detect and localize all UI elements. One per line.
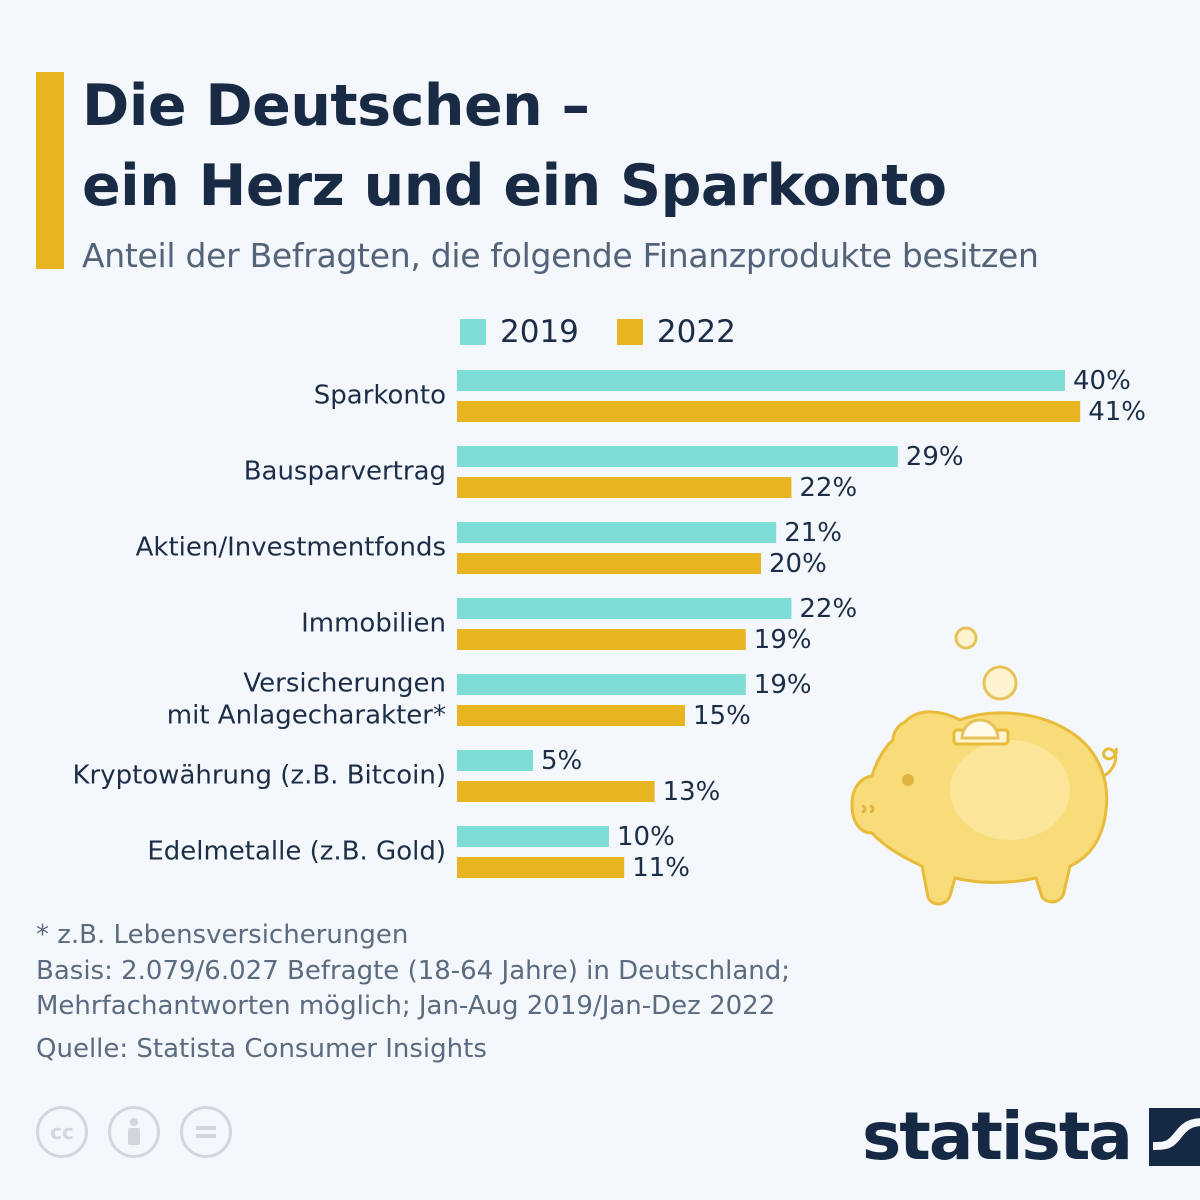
data-label-2019: 10% — [617, 822, 675, 852]
bar-2022 — [457, 781, 655, 802]
piggy-tail — [1102, 747, 1118, 778]
data-label-2019: 29% — [906, 442, 964, 472]
bar-2019 — [457, 446, 898, 467]
bar-2022 — [457, 705, 685, 726]
bar-2019 — [457, 370, 1065, 391]
legend-item-2019: 2019 — [460, 314, 579, 350]
piggy-bank-illustration — [850, 626, 1118, 906]
statista-logo[interactable]: statista — [862, 1098, 1200, 1175]
coin-medium — [982, 665, 1018, 701]
legend-label-2022: 2022 — [656, 314, 736, 350]
category-label: Versicherungen — [243, 669, 446, 699]
legend-swatch-2022 — [616, 319, 643, 345]
bar-2019 — [457, 522, 777, 543]
data-label-2019: 21% — [784, 518, 842, 548]
piggy-eye — [902, 774, 914, 786]
data-label-2022: 15% — [693, 701, 751, 731]
person-icon — [128, 1118, 140, 1145]
basis-line-1: Basis: 2.079/6.027 Befragte (18-64 Jahre… — [36, 956, 790, 986]
data-label-2022: 20% — [769, 549, 827, 579]
equals-icon — [196, 1126, 216, 1138]
bar-2019 — [457, 674, 746, 695]
data-label-2022: 13% — [663, 777, 721, 807]
category-label: Edelmetalle (z.B. Gold) — [147, 837, 446, 867]
creative-commons-icon[interactable]: cc — [36, 1106, 88, 1158]
license-icons: cc — [36, 1106, 252, 1158]
title-line-1: Die Deutschen – — [82, 73, 590, 139]
attribution-icon[interactable] — [108, 1106, 160, 1158]
data-label-2019: 5% — [541, 746, 582, 776]
data-label-2022: 11% — [632, 853, 690, 883]
bar-2022 — [457, 857, 625, 878]
statista-logo-mark-icon — [1148, 1107, 1200, 1166]
piggy-highlight — [950, 740, 1070, 840]
chart-subtitle: Anteil der Befragten, die folgende Finan… — [82, 236, 1039, 275]
legend-label-2019: 2019 — [500, 314, 579, 350]
source: Quelle: Statista Consumer Insights — [36, 1034, 487, 1064]
chart-title: Die Deutschen – ein Herz und ein Sparkon… — [82, 66, 1162, 226]
coin-small — [954, 626, 978, 650]
title-accent-bar — [36, 72, 64, 269]
bar-2019 — [457, 598, 792, 619]
bar-2022 — [457, 401, 1081, 422]
bar-2022 — [457, 553, 761, 574]
legend-item-2022: 2022 — [616, 314, 736, 350]
coin-in-slot — [960, 718, 1000, 740]
category-label: Kryptowährung (z.B. Bitcoin) — [72, 761, 446, 791]
logo-text: statista — [862, 1098, 1133, 1175]
category-label: mit Anlagecharakter* — [167, 701, 446, 731]
data-label-2022: 19% — [754, 625, 812, 655]
legend: 2019 2022 — [460, 312, 774, 352]
bar-2022 — [457, 477, 792, 498]
bar-2019 — [457, 750, 533, 771]
bar-chart: Sparkonto 40%41% Bausparvertrag 29% 22% Aktie… — [72, 366, 1146, 883]
category-label: Sparkonto — [314, 381, 446, 411]
category-label: Immobilien — [301, 609, 446, 639]
data-label-2019: 22% — [799, 594, 857, 624]
footnote: * z.B. Lebensversicherungen — [36, 920, 409, 950]
no-derivatives-icon[interactable] — [180, 1106, 232, 1158]
category-label: Bausparvertrag — [244, 457, 446, 487]
category-label: Aktien/Investmentfonds — [136, 533, 446, 563]
bar-2022 — [457, 629, 746, 650]
basis-line-2: Mehrfachantworten möglich; Jan-Aug 2019/… — [36, 991, 776, 1021]
data-label-2019: 40% — [1073, 366, 1131, 396]
piggy-nostrils — [861, 804, 875, 814]
legend-swatch-2019 — [460, 319, 486, 345]
cc-icon-text: cc — [50, 1120, 74, 1144]
title-line-2: ein Herz und ein Sparkonto — [82, 153, 947, 219]
data-label-2022: 41% — [1088, 397, 1146, 427]
bar-2019 — [457, 826, 609, 847]
data-label-2019: 19% — [754, 670, 812, 700]
data-label-2022: 22% — [799, 473, 857, 503]
